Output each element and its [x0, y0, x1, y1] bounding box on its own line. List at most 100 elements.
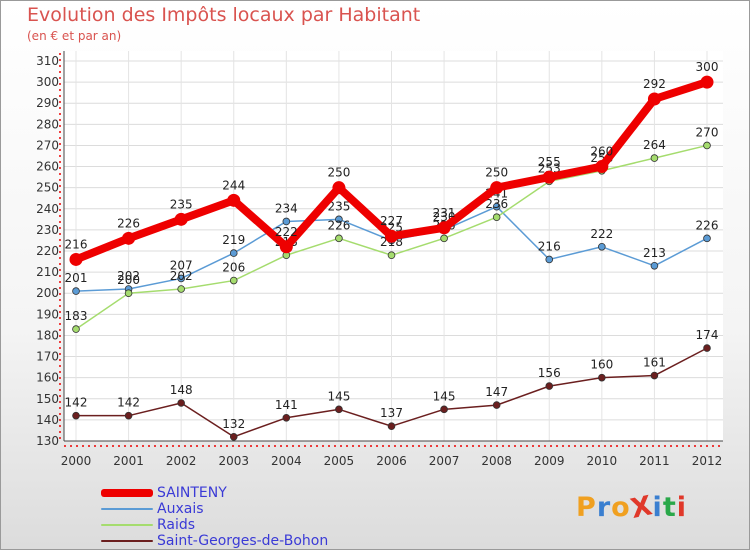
data-label-raids: 253 — [538, 161, 561, 175]
data-label-sainteny: 227 — [380, 214, 403, 228]
legend-label: Auxais — [157, 501, 204, 517]
data-label-raids: 236 — [485, 197, 508, 211]
y-tick-label: 190 — [36, 307, 59, 321]
data-label-saint-georges-de-bohon: 137 — [380, 406, 403, 420]
data-label-saint-georges-de-bohon: 145 — [433, 389, 456, 403]
data-label-auxais: 207 — [170, 258, 193, 272]
data-label-sainteny: 250 — [327, 166, 350, 180]
x-tick-label: 2008 — [481, 454, 512, 468]
data-point-raids — [177, 285, 185, 293]
data-point-auxais — [229, 249, 238, 257]
data-label-raids: 226 — [327, 218, 350, 232]
data-point-saint-georges-de-bohon — [703, 344, 711, 352]
data-label-saint-georges-de-bohon: 156 — [538, 366, 561, 380]
y-tick-label: 170 — [36, 350, 59, 364]
data-label-raids: 183 — [65, 309, 88, 323]
x-tick-label: 2012 — [692, 454, 723, 468]
data-point-sainteny — [174, 212, 188, 226]
data-point-raids — [440, 234, 448, 243]
y-tick-label: 280 — [36, 117, 59, 131]
data-label-auxais: 235 — [327, 199, 350, 213]
data-point-sainteny — [122, 231, 136, 245]
data-label-auxais: 222 — [590, 227, 613, 241]
data-label-saint-georges-de-bohon: 145 — [327, 389, 350, 403]
legend-item-sainteny: SAINTENY — [101, 485, 328, 501]
y-tick-label: 220 — [36, 244, 59, 258]
data-point-auxais — [72, 287, 80, 295]
x-tick-label: 2006 — [376, 454, 407, 468]
data-label-auxais: 234 — [275, 201, 298, 215]
data-label-auxais: 219 — [222, 233, 245, 247]
data-point-auxais — [492, 202, 501, 211]
data-point-saint-georges-de-bohon — [335, 405, 343, 414]
data-point-raids — [703, 141, 711, 150]
x-tick-label: 2009 — [534, 454, 565, 468]
data-point-saint-georges-de-bohon — [440, 405, 448, 414]
data-point-sainteny — [700, 75, 714, 89]
x-tick-label: 2002 — [166, 454, 197, 468]
legend-item-saint-georges-de-bohon: Saint-Georges-de-Bohon — [101, 533, 328, 549]
data-point-saint-georges-de-bohon — [177, 399, 185, 407]
data-point-sainteny — [437, 221, 451, 235]
y-tick-label: 130 — [36, 434, 59, 448]
legend-swatch — [101, 540, 153, 542]
data-point-sainteny — [385, 229, 398, 243]
y-tick-label: 290 — [36, 96, 59, 110]
data-label-sainteny: 226 — [117, 216, 140, 230]
data-label-auxais: 216 — [538, 239, 561, 253]
data-point-sainteny — [647, 92, 661, 106]
x-tick-label: 2010 — [587, 454, 618, 468]
data-point-auxais — [177, 274, 185, 283]
data-label-sainteny: 222 — [275, 225, 298, 239]
legend-label: Saint-Georges-de-Bohon — [157, 533, 329, 549]
x-tick-label: 2004 — [271, 454, 302, 468]
data-point-auxais — [650, 261, 659, 270]
y-tick-label: 270 — [36, 138, 59, 152]
data-point-saint-georges-de-bohon — [598, 373, 606, 382]
data-point-sainteny — [69, 252, 83, 266]
y-tick-label: 310 — [36, 54, 59, 68]
data-point-sainteny — [227, 193, 241, 207]
y-tick-label: 140 — [36, 413, 59, 427]
data-point-saint-georges-de-bohon — [72, 411, 80, 420]
data-point-raids — [387, 251, 396, 260]
y-tick-label: 230 — [36, 223, 59, 237]
data-label-sainteny: 235 — [170, 197, 193, 211]
data-point-auxais — [703, 234, 711, 243]
data-label-saint-georges-de-bohon: 161 — [643, 356, 666, 370]
y-tick-label: 240 — [36, 202, 59, 216]
x-tick-label: 2003 — [218, 454, 249, 468]
data-label-raids: 264 — [643, 138, 666, 152]
legend-swatch — [101, 524, 153, 526]
data-point-sainteny — [279, 240, 293, 254]
data-point-saint-georges-de-bohon — [282, 413, 291, 422]
data-point-sainteny — [332, 181, 346, 195]
x-tick-label: 2001 — [113, 454, 144, 468]
data-label-sainteny: 231 — [433, 206, 456, 220]
data-label-auxais: 213 — [643, 246, 666, 260]
data-point-saint-georges-de-bohon — [492, 401, 501, 409]
chart-subtitle: (en € et par an) — [27, 29, 122, 43]
data-label-auxais: 226 — [696, 218, 719, 232]
data-label-saint-georges-de-bohon: 147 — [485, 385, 508, 399]
y-tick-label: 250 — [36, 181, 59, 195]
data-point-raids — [229, 276, 238, 285]
x-tick-label: 2005 — [324, 454, 355, 468]
data-point-auxais — [545, 255, 554, 264]
x-tick-label: 2011 — [639, 454, 670, 468]
data-label-raids: 206 — [222, 261, 245, 275]
data-point-auxais — [335, 215, 343, 224]
data-label-raids: 270 — [696, 125, 719, 139]
data-label-sainteny: 216 — [65, 237, 88, 251]
y-tick-label: 210 — [36, 265, 59, 279]
data-point-saint-georges-de-bohon — [124, 411, 133, 420]
plot-area — [64, 51, 723, 441]
data-label-saint-georges-de-bohon: 142 — [65, 396, 88, 410]
y-tick-label: 260 — [36, 160, 59, 174]
legend-swatch — [101, 508, 153, 510]
data-label-auxais: 202 — [117, 269, 140, 283]
data-point-saint-georges-de-bohon — [545, 382, 554, 390]
data-point-saint-georges-de-bohon — [387, 422, 396, 431]
legend-item-auxais: Auxais — [101, 501, 328, 517]
